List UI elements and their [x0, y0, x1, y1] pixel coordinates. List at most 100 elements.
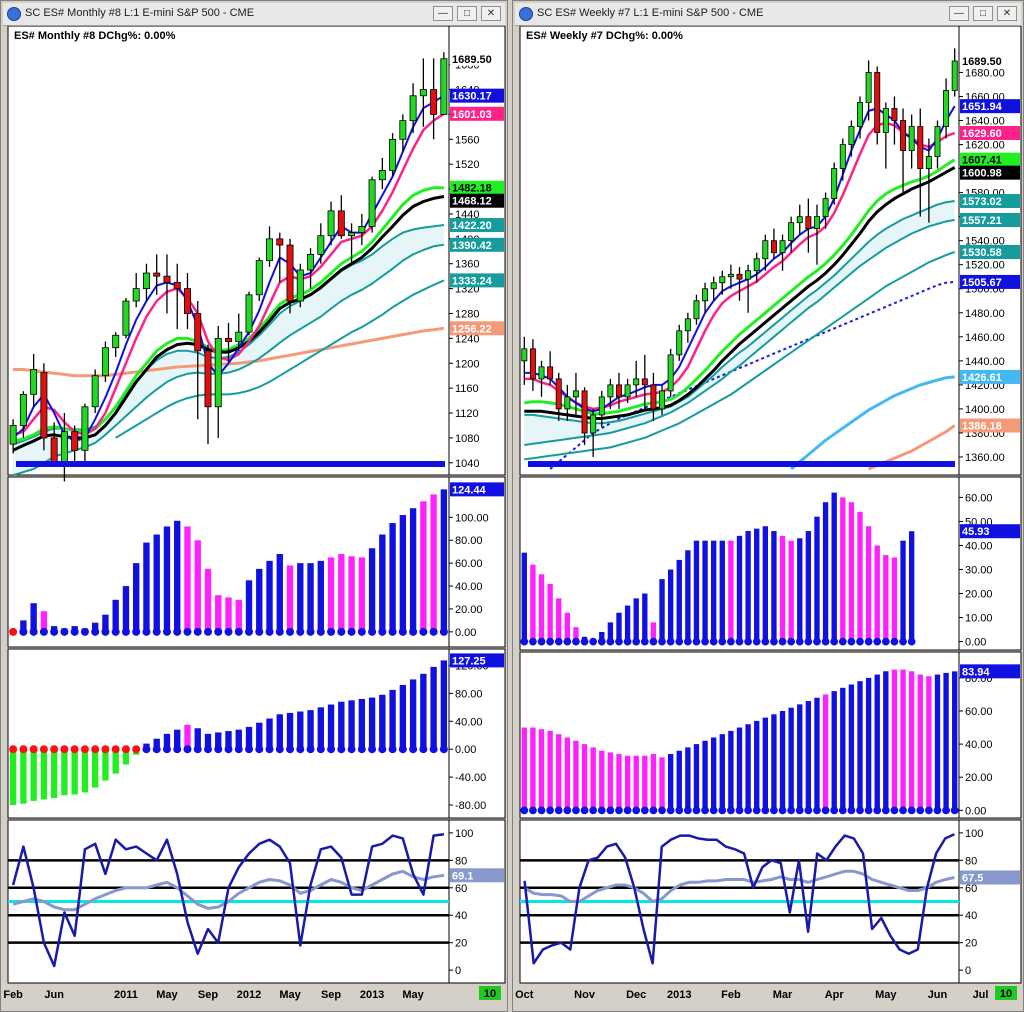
candle-body: [50, 437, 58, 464]
x-axis-label: Jun: [44, 989, 64, 1001]
zero-line-dot: [439, 745, 448, 754]
histogram-bar: [256, 568, 263, 632]
y-tick-label: 20.00: [965, 589, 993, 601]
zero-line-dot: [830, 806, 839, 815]
x-axis-label: Feb: [3, 989, 23, 1001]
minimize-button[interactable]: —: [433, 6, 453, 21]
minimize-button[interactable]: —: [949, 6, 969, 21]
candle-body: [719, 276, 726, 284]
histogram-bar: [693, 540, 700, 642]
zero-line-dot: [245, 745, 254, 754]
close-button[interactable]: ✕: [481, 6, 501, 21]
histogram-bar: [607, 752, 614, 811]
y-tick-label: 80.00: [455, 688, 483, 700]
candle-body: [581, 390, 588, 434]
zero-line-dot: [520, 637, 529, 646]
zero-line-dot: [580, 806, 589, 815]
candle-body: [286, 244, 294, 302]
histogram-bar: [676, 750, 682, 811]
zero-line-dot: [50, 745, 59, 754]
candle-body: [590, 414, 597, 434]
candle-body: [555, 378, 562, 410]
x-axis-label: 2013: [360, 989, 384, 1001]
zero-line-dot: [316, 627, 325, 636]
histogram-bar: [40, 749, 48, 800]
histogram-bar: [633, 755, 639, 811]
status-badge: 10: [1000, 988, 1012, 1000]
zero-line-dot: [368, 627, 377, 636]
weekly-chart-window: SC ES# Weekly #7 L:1 E-mini S&P 500 - CM…: [512, 0, 1024, 1012]
candle-body: [736, 273, 743, 280]
candle-body: [882, 108, 889, 133]
zero-line-dot: [778, 806, 787, 815]
x-axis-label: Mar: [773, 989, 793, 1001]
price-label-10-bg: [960, 418, 1020, 433]
x-axis-label: Dec: [626, 989, 646, 1001]
x-axis-label: Sep: [198, 989, 218, 1001]
histogram-bar: [297, 711, 304, 750]
candle-body: [848, 126, 855, 145]
histogram-bar: [91, 622, 99, 632]
x-axis-label: Nov: [574, 989, 596, 1001]
price-label-10: 1386.18: [962, 421, 1002, 433]
histogram-bar: [831, 691, 837, 811]
y-tick-label: 1560: [455, 134, 479, 146]
histogram-bar: [30, 603, 37, 632]
histogram-bar: [538, 574, 545, 642]
histogram-bar: [676, 559, 682, 642]
histogram-bar: [30, 749, 37, 801]
histogram-pane-1: [9, 489, 448, 636]
weekly-chart[interactable]: 1360.001380.001400.001420.001440.001460.…: [515, 26, 1023, 1010]
histogram-bar: [143, 542, 150, 632]
histogram-bar: [204, 568, 212, 632]
price-label-0: 1689.50: [962, 56, 1002, 68]
candle-body: [538, 366, 545, 380]
histogram-bar: [822, 502, 829, 642]
histogram-bar: [642, 755, 648, 811]
maximize-button[interactable]: □: [973, 6, 993, 21]
zero-line-dot: [752, 806, 761, 815]
zero-line-dot: [529, 806, 537, 815]
zero-line-dot: [70, 745, 79, 754]
monthly-chart[interactable]: 1040108011201160120012401280132013601400…: [3, 26, 507, 1010]
zero-line-dot: [735, 806, 744, 815]
histogram-bar: [702, 540, 708, 642]
ma-green-line: [524, 158, 956, 416]
histogram-bar: [822, 694, 829, 811]
zero-line-dot: [615, 806, 623, 815]
maximize-button[interactable]: □: [457, 6, 477, 21]
y-tick-label: 80: [455, 855, 467, 867]
zero-line-dot: [9, 745, 18, 754]
zero-line-dot: [378, 627, 387, 636]
histogram-bar: [788, 540, 794, 642]
y-tick-label: 1640.00: [965, 116, 1005, 128]
candle-body: [255, 260, 263, 296]
weekly-titlebar[interactable]: SC ES# Weekly #7 L:1 E-mini S&P 500 - CM…: [515, 3, 1021, 26]
histogram-bar: [865, 677, 872, 811]
histogram-bar: [650, 622, 657, 642]
histogram-bar: [573, 740, 579, 811]
zero-line-dot: [193, 627, 202, 636]
price-label-8: 1505.67: [962, 277, 1002, 289]
histogram-bar: [840, 687, 846, 811]
candle-body: [122, 300, 130, 336]
zero-line-dot: [121, 627, 130, 636]
candle-body: [307, 253, 315, 271]
price-label-0: 1689.50: [452, 54, 492, 66]
close-button[interactable]: ✕: [997, 6, 1017, 21]
zero-line-dot: [275, 745, 284, 754]
pane-1-scale: [958, 476, 1022, 651]
histogram-bar: [874, 545, 880, 642]
zero-line-dot: [203, 627, 212, 636]
histogram-bar: [624, 755, 631, 811]
histogram-bar: [348, 556, 355, 632]
histogram-bar: [797, 538, 803, 642]
monthly-titlebar[interactable]: SC ES# Monthly #8 L:1 E-mini S&P 500 - C…: [3, 3, 505, 26]
histogram-bar: [40, 611, 48, 632]
price-label-6: 1557.21: [962, 215, 1002, 227]
zero-line-dot: [173, 745, 182, 754]
zero-line-dot: [388, 745, 397, 754]
histogram-bar: [564, 612, 571, 642]
histogram-bar: [358, 698, 366, 750]
histogram-bar: [908, 531, 915, 642]
